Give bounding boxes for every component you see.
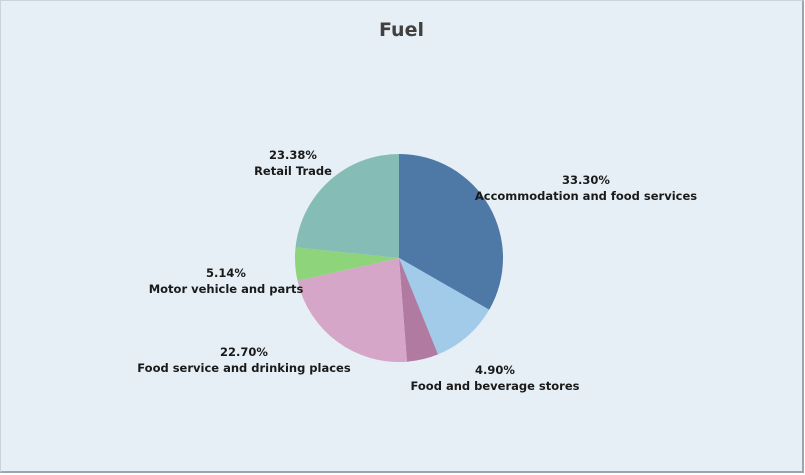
pie-slice <box>295 247 399 281</box>
slice-percent-label: 33.30% <box>562 173 610 187</box>
slice-category-label: Motor vehicle and parts <box>149 282 304 296</box>
pie-slice <box>297 258 407 362</box>
slice-percent-label: 4.90% <box>475 363 515 377</box>
pie-slice <box>399 154 504 310</box>
pie-slice <box>295 154 399 258</box>
pie-slice <box>399 258 439 362</box>
chart-title: Fuel <box>379 19 424 41</box>
slice-percent-label: 5.14% <box>206 266 246 280</box>
slice-percent-label: 22.70% <box>220 345 268 359</box>
slice-category-label: Food and beverage stores <box>411 379 580 393</box>
pie-slice <box>399 258 490 355</box>
slice-percent-label: 23.38% <box>269 148 317 162</box>
slice-category-label: Retail Trade <box>254 164 332 178</box>
slice-category-label: Food service and drinking places <box>137 361 351 375</box>
slice-category-label: Accommodation and food services <box>475 189 697 203</box>
